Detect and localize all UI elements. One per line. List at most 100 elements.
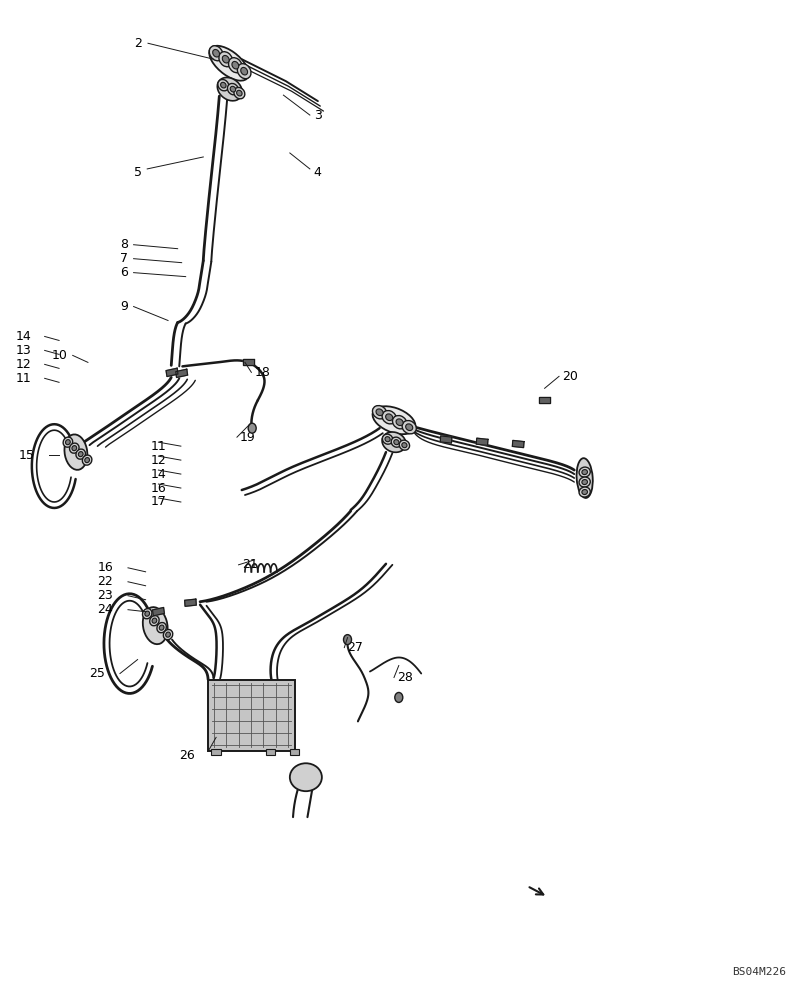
Polygon shape <box>475 438 487 445</box>
Ellipse shape <box>581 490 587 495</box>
Ellipse shape <box>237 64 251 79</box>
Ellipse shape <box>84 458 89 463</box>
Text: 16: 16 <box>97 561 113 574</box>
Ellipse shape <box>143 607 168 644</box>
Ellipse shape <box>82 455 92 465</box>
Ellipse shape <box>220 82 226 88</box>
Ellipse shape <box>248 423 256 433</box>
Ellipse shape <box>228 58 242 73</box>
Ellipse shape <box>63 437 72 447</box>
Ellipse shape <box>227 83 238 95</box>
Text: 27: 27 <box>347 641 363 654</box>
Ellipse shape <box>64 434 88 470</box>
Ellipse shape <box>213 49 219 57</box>
Ellipse shape <box>382 434 392 444</box>
Ellipse shape <box>402 443 406 448</box>
Ellipse shape <box>236 90 242 96</box>
Text: 22: 22 <box>97 575 113 588</box>
Ellipse shape <box>381 411 396 424</box>
Text: 15: 15 <box>19 449 35 462</box>
Ellipse shape <box>391 437 401 447</box>
Text: 8: 8 <box>120 238 128 251</box>
Ellipse shape <box>165 632 170 637</box>
Ellipse shape <box>385 414 392 421</box>
Polygon shape <box>512 440 524 448</box>
Text: 14: 14 <box>150 468 166 481</box>
Ellipse shape <box>581 480 587 485</box>
Text: 17: 17 <box>150 495 166 508</box>
Text: 19: 19 <box>240 431 255 444</box>
Bar <box>289 749 299 755</box>
Text: 10: 10 <box>51 349 67 362</box>
Ellipse shape <box>289 763 321 791</box>
Text: 11: 11 <box>150 440 166 453</box>
Ellipse shape <box>372 406 386 419</box>
Ellipse shape <box>376 409 383 416</box>
Ellipse shape <box>71 446 76 451</box>
Ellipse shape <box>394 692 402 702</box>
Text: 13: 13 <box>16 344 31 357</box>
Ellipse shape <box>159 625 164 630</box>
Ellipse shape <box>152 618 157 623</box>
Bar <box>208 680 294 751</box>
Polygon shape <box>440 436 451 443</box>
Text: 25: 25 <box>89 667 105 680</box>
Text: 28: 28 <box>397 671 413 684</box>
Text: 11: 11 <box>16 372 31 385</box>
Ellipse shape <box>209 46 248 81</box>
Ellipse shape <box>78 452 83 457</box>
Polygon shape <box>153 608 164 616</box>
Ellipse shape <box>218 79 229 91</box>
Text: 2: 2 <box>133 37 141 50</box>
Ellipse shape <box>402 421 416 434</box>
Bar <box>211 749 221 755</box>
Text: 7: 7 <box>120 252 128 265</box>
Ellipse shape <box>372 406 415 434</box>
Polygon shape <box>243 359 254 365</box>
Text: 5: 5 <box>133 166 141 179</box>
Ellipse shape <box>230 86 235 92</box>
Ellipse shape <box>234 87 245 99</box>
Text: 9: 9 <box>120 300 128 313</box>
Ellipse shape <box>222 55 229 63</box>
Ellipse shape <box>578 487 589 497</box>
Text: 20: 20 <box>561 370 577 383</box>
Ellipse shape <box>145 611 149 616</box>
Ellipse shape <box>217 77 242 101</box>
Bar <box>266 749 275 755</box>
Ellipse shape <box>142 609 152 619</box>
Ellipse shape <box>240 67 247 75</box>
Ellipse shape <box>343 635 351 645</box>
Text: 26: 26 <box>179 749 195 762</box>
Text: BS04M226: BS04M226 <box>732 967 785 977</box>
Polygon shape <box>185 599 196 606</box>
Ellipse shape <box>396 419 402 426</box>
Ellipse shape <box>231 61 238 69</box>
Text: 14: 14 <box>16 330 31 343</box>
Ellipse shape <box>381 432 406 452</box>
Text: 6: 6 <box>120 266 128 279</box>
Polygon shape <box>538 397 549 403</box>
Ellipse shape <box>385 437 389 442</box>
Polygon shape <box>166 368 177 377</box>
Ellipse shape <box>65 440 70 445</box>
Text: 4: 4 <box>313 166 321 179</box>
Ellipse shape <box>209 46 222 61</box>
Text: 16: 16 <box>150 482 166 495</box>
Ellipse shape <box>163 630 173 640</box>
Ellipse shape <box>399 440 409 450</box>
Text: 18: 18 <box>255 366 270 379</box>
Ellipse shape <box>69 443 79 453</box>
Ellipse shape <box>75 449 85 459</box>
Text: 21: 21 <box>242 558 257 571</box>
Ellipse shape <box>218 52 232 67</box>
Text: 12: 12 <box>150 454 166 467</box>
Ellipse shape <box>157 623 166 633</box>
Text: 12: 12 <box>16 358 31 371</box>
Ellipse shape <box>149 616 159 626</box>
Text: 23: 23 <box>97 589 113 602</box>
Ellipse shape <box>406 424 412 431</box>
Text: 3: 3 <box>313 109 321 122</box>
Polygon shape <box>176 369 187 378</box>
Ellipse shape <box>578 477 589 487</box>
